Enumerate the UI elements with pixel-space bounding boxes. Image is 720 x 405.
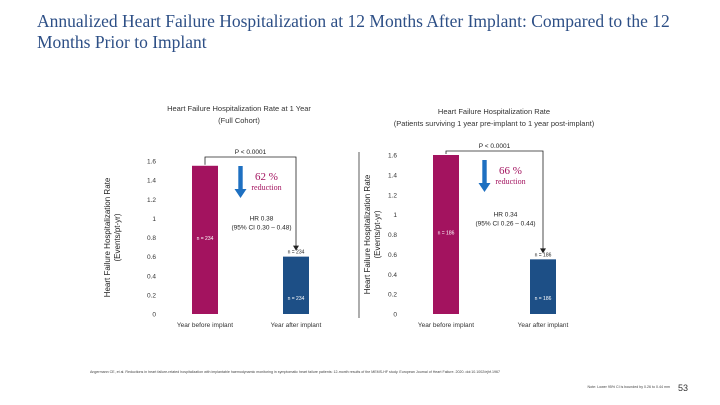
chart2-y-tick-2: 0.4 [388,272,397,279]
chart1-x-tick-1: Year after implant [271,322,322,329]
chart2-y-tick-1: 0.2 [388,292,397,299]
chart2-y-tick-4: 0.8 [388,232,397,239]
chart1-y-tick-6: 1.2 [147,197,156,204]
footnote-right: Note: Lower 95% CI is bounded by 0.26 to… [587,385,670,389]
chart2-p-value: P < 0.0001 [479,143,511,150]
chart1-hr-ci: (95% CI 0.30 – 0.48) [232,224,292,231]
chart2-x-tick-1: Year after implant [518,322,569,329]
page-number: 53 [678,383,689,393]
chart2-bracket-arrowhead [540,248,546,254]
chart1-reduction-pct: 62 % [255,171,278,183]
chart2-y-tick-3: 0.6 [388,252,397,259]
chart1-y-tick-7: 1.4 [147,178,156,185]
chart2-bar-before [433,155,459,314]
chart1-y-tick-8: 1.6 [147,159,156,166]
chart1-y-tick-1: 0.2 [147,292,156,299]
chart2-y-tick-6: 1.2 [388,192,397,199]
chart2-subtitle: (Patients surviving 1 year pre-implant t… [394,119,595,128]
chart2-n-label-low-1: n = 186 [535,296,552,302]
chart1-y-tick-0: 0 [152,312,156,319]
chart2-reduction-arrow-head [478,183,491,192]
chart2-y-tick-0: 0 [393,312,397,319]
chart1-title: Heart Failure Hospitalization Rate at 1 … [167,104,311,113]
chart1-n-label-0: n = 234 [197,236,214,242]
chart1-reduction-word: reduction [251,183,281,192]
chart1-bar-before [192,165,218,314]
chart2-x-tick-0: Year before implant [418,322,474,329]
chart1-x-tick-0: Year before implant [177,322,233,329]
chart2-n-label-0: n = 186 [438,231,455,237]
chart1-comparison-bracket [204,156,297,247]
chart2-y-tick-5: 1 [393,212,397,219]
chart2-y-tick-7: 1.4 [388,172,397,179]
chart1-n-label-low-1: n = 234 [288,296,305,302]
chart1-reduction-arrow-head [234,189,247,198]
chart1-y-tick-5: 1 [152,216,156,223]
chart2-n-label-1: n = 186 [535,252,552,258]
chart2-bar-after [530,259,556,314]
footnote: Angermann CE, et al. Reductions in heart… [90,370,501,374]
chart2-y-axis-label: Heart Failure Hospitalization Rate(Event… [363,174,382,294]
chart1-n-label-1: n = 234 [288,250,305,256]
chart2-reduction-arrow-shaft [482,160,487,184]
chart1-y-tick-4: 0.8 [147,235,156,242]
chart2-hr-value: HR 0.34 [494,212,518,219]
chart1-bar-after [283,256,309,314]
chart1-y-tick-3: 0.6 [147,254,156,261]
chart1-y-tick-2: 0.4 [147,273,156,280]
chart2-title: Heart Failure Hospitalization Rate [438,107,550,116]
chart2-comparison-bracket [445,150,544,250]
chart2-hr-ci: (95% CI 0.26 – 0.44) [476,221,536,228]
chart2-reduction-word: reduction [495,177,525,186]
chart1-p-value: P < 0.0001 [235,149,267,156]
chart1-hr-value: HR 0.38 [250,215,274,222]
chart1-bracket-arrowhead [293,245,299,251]
chart1-y-axis-label: Heart Failure Hospitalization Rate(Event… [103,177,122,297]
slide-title: Annualized Heart Failure Hospitalization… [37,11,670,52]
chart2-y-tick-8: 1.6 [388,153,397,160]
chart1-reduction-arrow-shaft [238,166,243,190]
chart2-reduction-pct: 66 % [499,165,522,177]
chart1-subtitle: (Full Cohort) [218,116,260,125]
